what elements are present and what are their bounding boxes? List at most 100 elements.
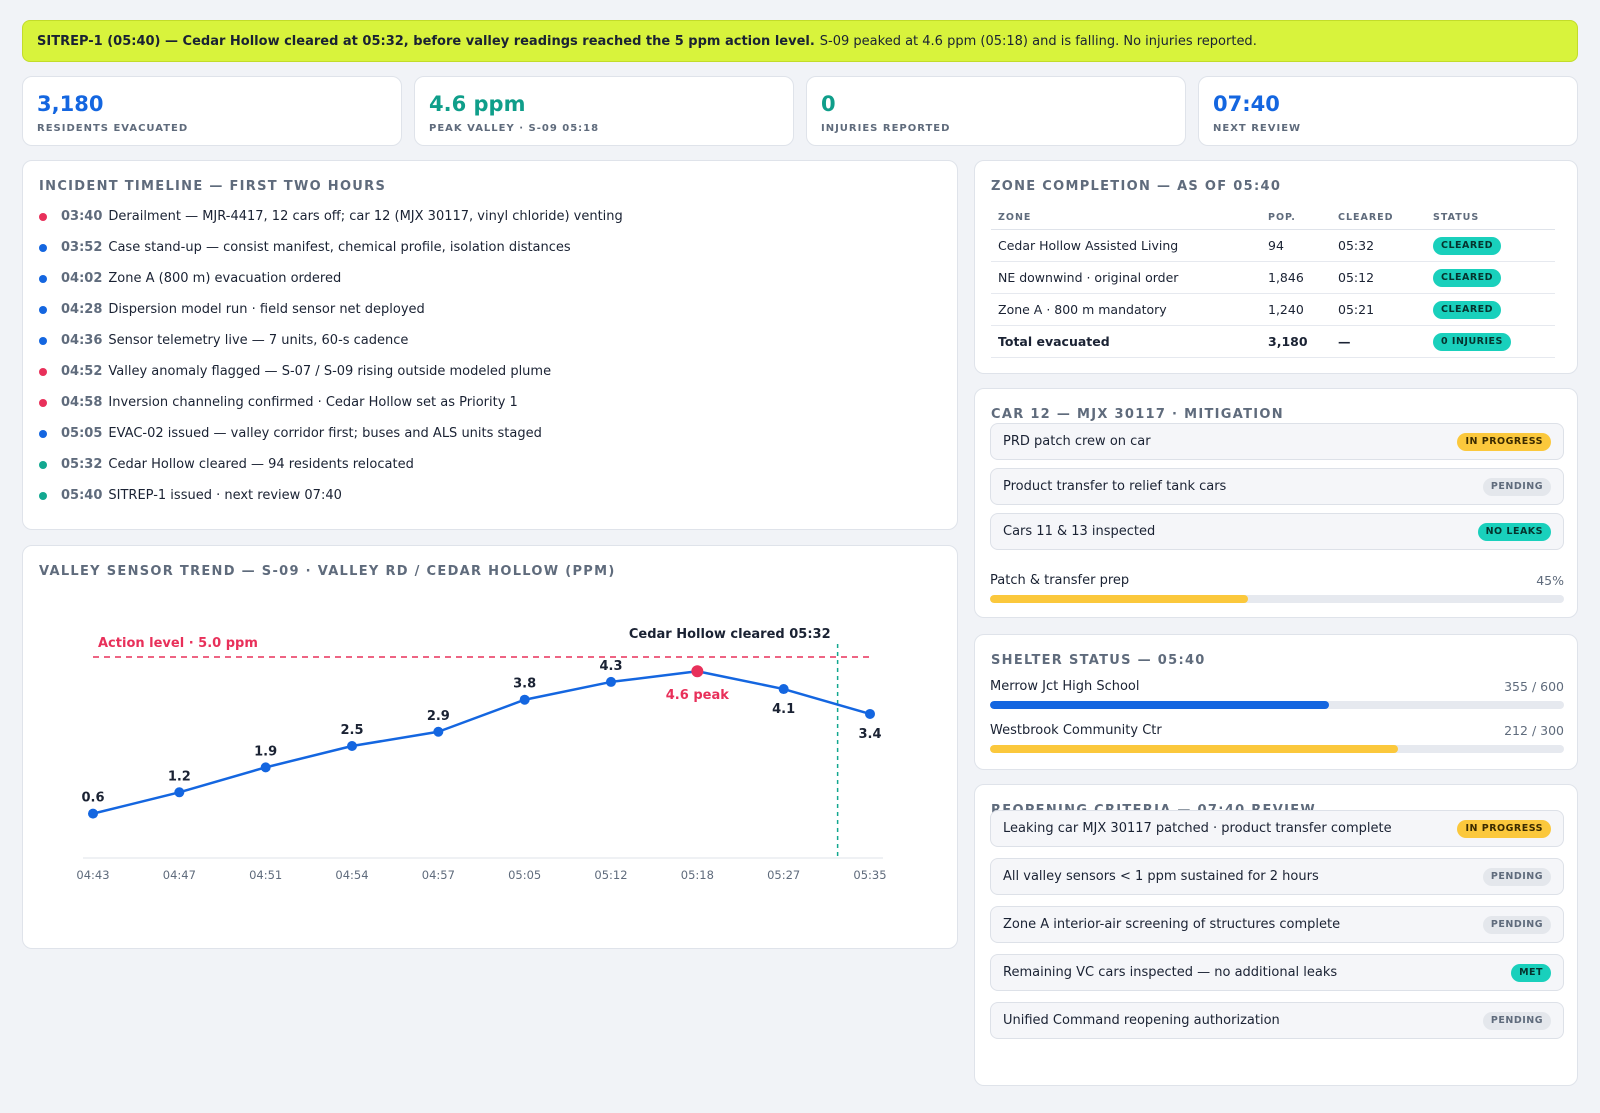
progress-value: 45% bbox=[1536, 573, 1564, 588]
zone-status-cell: CLEARED bbox=[1426, 261, 1555, 294]
action-level-label: Action level · 5.0 ppm bbox=[98, 636, 258, 651]
kpi-peak-valley: 4.6 ppm PEAK VALLEY · S-09 05:18 bbox=[414, 76, 794, 146]
zone-name: Total evacuated bbox=[991, 325, 1261, 358]
shelter-capacity-fill bbox=[990, 745, 1398, 753]
timeline-dot bbox=[39, 336, 47, 345]
timeline-item: 04:28 Dispersion model run · field sensor… bbox=[39, 298, 623, 329]
patch-progress-bar bbox=[990, 595, 1564, 603]
status-badge: 0 INJURIES bbox=[1433, 332, 1511, 351]
data-point bbox=[778, 684, 789, 695]
table-row: Cedar Hollow Assisted Living 94 05:32 CLEAR… bbox=[991, 229, 1555, 262]
status-badge: PENDING bbox=[1482, 477, 1551, 496]
timeline-item: 04:52 Valley anomaly flagged — S-07 / S-0… bbox=[39, 360, 623, 391]
timeline-text: Derailment — MJR-4417, 12 cars off; car … bbox=[108, 209, 623, 224]
item-text: All valley sensors < 1 ppm sustained for… bbox=[1003, 869, 1319, 884]
timeline-text: Cedar Hollow cleared — 94 residents relo… bbox=[108, 457, 414, 472]
timeline-item: 04:36 Sensor telemetry live — 7 units, 60… bbox=[39, 329, 623, 360]
timeline-dot bbox=[39, 429, 47, 438]
col-cleared: CLEARED bbox=[1331, 207, 1426, 230]
zone-cleared: — bbox=[1331, 325, 1426, 358]
list-item: Zone A interior-air screening of structu… bbox=[990, 906, 1564, 943]
zone-pop: 94 bbox=[1261, 229, 1331, 262]
col-status: STATUS bbox=[1426, 207, 1555, 230]
x-tick-label: 04:51 bbox=[249, 868, 282, 882]
zone-cleared: 05:12 bbox=[1331, 261, 1426, 294]
timeline-text: Inversion channeling confirmed · Cedar H… bbox=[108, 395, 518, 410]
timeline-item: 05:32 Cedar Hollow cleared — 94 residents… bbox=[39, 453, 623, 484]
data-point bbox=[519, 694, 530, 705]
data-point bbox=[433, 726, 444, 737]
timeline-dot bbox=[39, 212, 47, 221]
timeline-item: 05:40 SITREP-1 issued · next review 07:40 bbox=[39, 484, 623, 515]
timeline-time: 03:52 bbox=[61, 240, 103, 255]
item-text: Product transfer to relief tank cars bbox=[1003, 479, 1227, 494]
timeline-text: SITREP-1 issued · next review 07:40 bbox=[108, 488, 342, 503]
timeline-time: 04:58 bbox=[61, 395, 103, 410]
status-badge: IN PROGRESS bbox=[1457, 432, 1551, 451]
zone-name: NE downwind · original order bbox=[991, 261, 1261, 294]
status-badge: PENDING bbox=[1482, 915, 1551, 934]
data-point bbox=[174, 787, 185, 798]
zone-name: Cedar Hollow Assisted Living bbox=[991, 229, 1261, 262]
sitrep-banner: SITREP-1 (05:40) — Cedar Hollow cleared … bbox=[22, 20, 1578, 62]
list-item: Leaking car MJX 30117 patched · product … bbox=[990, 810, 1564, 847]
timeline-text: EVAC-02 issued — valley corridor first; … bbox=[108, 426, 542, 441]
kpi-label: RESIDENTS EVACUATED bbox=[37, 123, 189, 134]
list-item: Unified Command reopening authorization P… bbox=[990, 1002, 1564, 1039]
data-point bbox=[347, 741, 357, 751]
status-badge: PENDING bbox=[1482, 1011, 1551, 1030]
zone-status-cell: CLEARED bbox=[1426, 229, 1555, 262]
status-badge: IN PROGRESS bbox=[1457, 819, 1551, 838]
timeline-dot bbox=[39, 305, 47, 314]
kpi-residents-evacuated: 3,180 RESIDENTS EVACUATED bbox=[22, 76, 402, 146]
zone-status-cell: CLEARED bbox=[1426, 293, 1555, 326]
timeline-time: 04:02 bbox=[61, 271, 103, 286]
status-badge: NO LEAKS bbox=[1477, 522, 1551, 541]
data-label: 4.3 bbox=[599, 659, 622, 674]
sitrep-headline: SITREP-1 (05:40) — Cedar Hollow cleared … bbox=[37, 33, 815, 49]
timeline-dot bbox=[39, 274, 47, 283]
kpi-label: INJURIES REPORTED bbox=[821, 123, 951, 134]
kpi-value: 4.6 ppm bbox=[429, 92, 526, 116]
status-badge: MET bbox=[1511, 963, 1551, 982]
timeline-dot bbox=[39, 367, 47, 376]
list-item: Cars 11 & 13 inspected NO LEAKS bbox=[990, 513, 1564, 550]
timeline-time: 04:36 bbox=[61, 333, 103, 348]
x-tick-label: 04:47 bbox=[163, 868, 196, 882]
x-tick-label: 05:05 bbox=[508, 868, 541, 882]
timeline-item: 03:52 Case stand-up — consist manifest, c… bbox=[39, 236, 623, 267]
shelter-row-merrow: Merrow Jct High School 355 / 600 bbox=[990, 679, 1564, 694]
kpi-value: 07:40 bbox=[1213, 92, 1280, 116]
col-zone: ZONE bbox=[991, 207, 1261, 230]
trend-title: VALLEY SENSOR TREND — S-09 · VALLEY RD /… bbox=[39, 564, 616, 579]
x-tick-label: 05:35 bbox=[853, 868, 886, 882]
shelter-status-card: SHELTER STATUS — 05:40 Merrow Jct High S… bbox=[974, 634, 1578, 770]
timeline-time: 03:40 bbox=[61, 209, 103, 224]
col-pop: POP. bbox=[1261, 207, 1331, 230]
data-label: 2.9 bbox=[427, 709, 450, 724]
data-point bbox=[88, 808, 98, 819]
kpi-value: 0 bbox=[821, 92, 836, 116]
list-item: PRD patch crew on car IN PROGRESS bbox=[990, 423, 1564, 460]
data-label: 1.2 bbox=[168, 769, 191, 784]
zone-name: Zone A · 800 m mandatory bbox=[991, 293, 1261, 326]
shelter-title: SHELTER STATUS — 05:40 bbox=[991, 653, 1206, 668]
shelter-capacity-bar bbox=[990, 745, 1564, 753]
data-label: 2.5 bbox=[340, 723, 363, 738]
zone-status-cell: 0 INJURIES bbox=[1426, 325, 1555, 358]
patch-progress-label-row: Patch & transfer prep 45% bbox=[990, 573, 1564, 588]
shelter-row-westbrook: Westbrook Community Ctr 212 / 300 bbox=[990, 723, 1564, 738]
timeline-item: 03:40 Derailment — MJR-4417, 12 cars off;… bbox=[39, 205, 623, 236]
timeline-dot bbox=[39, 491, 47, 500]
x-tick-label: 05:12 bbox=[594, 868, 627, 882]
status-badge: CLEARED bbox=[1433, 268, 1502, 287]
timeline-item: 04:02 Zone A (800 m) evacuation ordered bbox=[39, 267, 623, 298]
timeline-time: 05:32 bbox=[61, 457, 103, 472]
shelter-count: 355 / 600 bbox=[1504, 679, 1564, 694]
x-tick-label: 04:57 bbox=[422, 868, 455, 882]
zone-cleared: 05:32 bbox=[1331, 229, 1426, 262]
data-label: 4.1 bbox=[772, 702, 795, 717]
timeline-text: Valley anomaly flagged — S-07 / S-09 ris… bbox=[108, 364, 552, 379]
zone-total-row: Total evacuated 3,180— 0 INJURIES bbox=[991, 325, 1555, 358]
data-label: 0.6 bbox=[81, 791, 104, 806]
